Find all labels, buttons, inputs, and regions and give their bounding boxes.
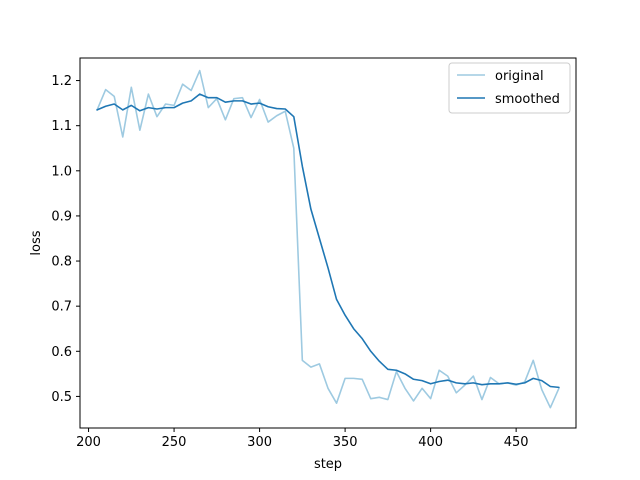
legend: original smoothed [448, 62, 571, 114]
y-axis-label: loss [29, 230, 44, 255]
y-tick-label: 1.2 [51, 74, 72, 89]
y-tick-label: 0.5 [51, 390, 72, 405]
series-line-smoothed [96, 93, 560, 389]
series-layer [96, 69, 560, 409]
x-tick-label: 300 [247, 435, 272, 450]
legend-label-original: original [495, 69, 544, 84]
y-tick-label: 1.0 [51, 164, 72, 179]
y-tick-label: 0.7 [51, 300, 72, 315]
y-tick-label: 1.1 [51, 119, 72, 134]
legend-label-smoothed: smoothed [495, 92, 560, 107]
x-tick-label: 250 [162, 435, 187, 450]
y-tick-label: 0.9 [51, 209, 72, 224]
plot-area [79, 57, 577, 429]
x-axis: 200 250 300 350 400 450 [76, 428, 529, 450]
y-tick-label: 0.8 [51, 255, 72, 270]
x-tick-label: 400 [418, 435, 443, 450]
x-tick-label: 350 [333, 435, 358, 450]
x-tick-label: 200 [76, 435, 101, 450]
y-tick-label: 0.6 [51, 345, 72, 360]
plot-frame [79, 57, 577, 429]
x-axis-label: step [314, 457, 342, 472]
x-tick-label: 450 [504, 435, 529, 450]
y-axis: 0.5 0.6 0.7 0.8 0.9 1.0 1.1 1.2 [51, 74, 80, 405]
series-line-original [96, 69, 560, 409]
